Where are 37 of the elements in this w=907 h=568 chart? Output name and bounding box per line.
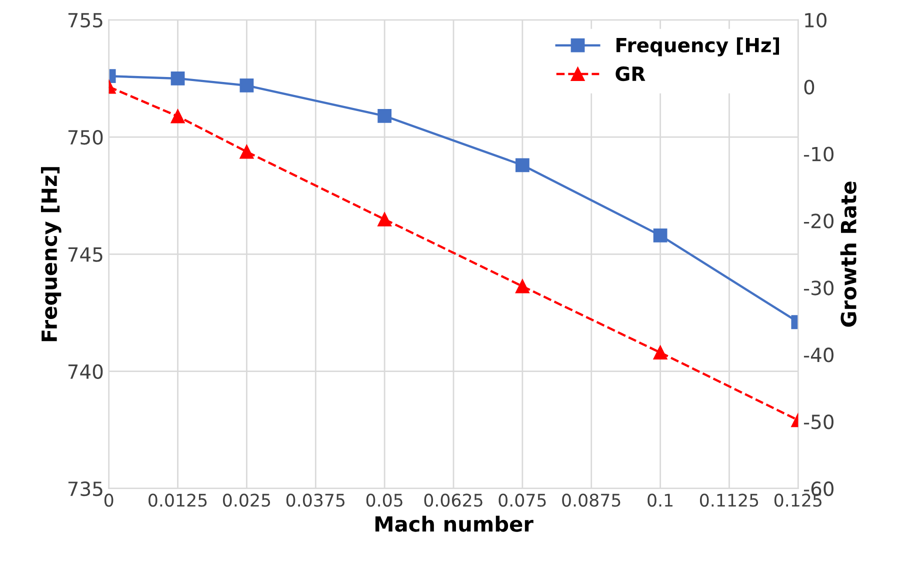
x-tick-label: 0.025 [223, 494, 270, 507]
x-tick-label: 0.0375 [286, 494, 344, 507]
point [170, 72, 185, 86]
point [653, 228, 668, 242]
point [240, 144, 254, 159]
legend-label: Frequency [Hz] [616, 37, 779, 56]
y2-tick-label: -30 [804, 280, 834, 296]
y-tick-label: 745 [68, 247, 102, 262]
point [515, 279, 530, 294]
legend-label: GR [616, 66, 646, 82]
x-tick-label: 0.1 [648, 494, 672, 507]
y2-tick-label: -50 [804, 414, 834, 430]
x-tick-label: 0.0125 [148, 494, 207, 507]
x-tick-label: 0.0875 [562, 494, 620, 507]
y2-tick-label: 0 [804, 80, 814, 94]
y2-tick-label: -20 [804, 214, 834, 228]
y2-tick-label: -10 [804, 146, 834, 162]
point [378, 109, 392, 123]
y2-axis-title: Growth Rate [840, 182, 856, 327]
y2-tick-label: 10 [805, 12, 826, 28]
x-tick-label: 0 [104, 494, 114, 507]
y-axis-title: Frequency [Hz] [40, 167, 62, 342]
point [653, 346, 668, 360]
x-tick-label: 0.1125 [700, 494, 758, 507]
point [515, 158, 530, 172]
point [170, 109, 185, 124]
y-tick-label: 735 [68, 481, 102, 496]
x-tick-label: 0.075 [498, 494, 546, 507]
point [378, 212, 392, 226]
point [240, 78, 254, 92]
x-tick-label: 0.05 [366, 494, 402, 507]
y2-tick-label: -40 [804, 348, 834, 362]
y-tick-label: 750 [68, 130, 103, 145]
x-axis-title: Mach number [375, 516, 534, 532]
x-tick-label: 0.0625 [424, 494, 482, 507]
y-tick-label: 740 [68, 364, 103, 379]
y-tick-label: 755 [68, 13, 102, 28]
